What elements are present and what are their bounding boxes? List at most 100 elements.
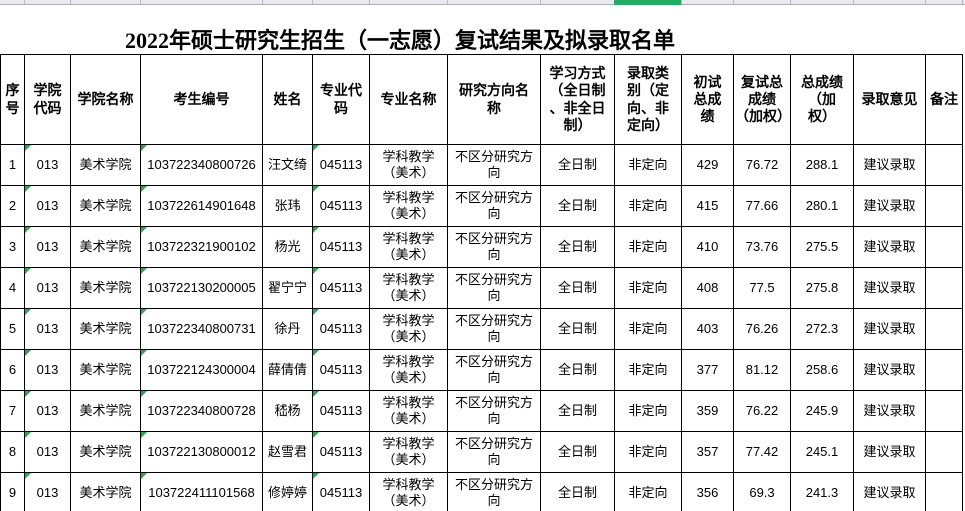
cell-college_name[interactable]: 美术学院 xyxy=(70,431,141,473)
cell-admission_opinion[interactable]: 建议录取 xyxy=(853,226,926,268)
cell-admission_opinion[interactable]: 建议录取 xyxy=(853,431,926,473)
cell-total_weighted[interactable]: 280.1 xyxy=(790,185,854,227)
cell-study_mode[interactable]: 全日制 xyxy=(540,267,615,309)
cell-initial_total[interactable]: 403 xyxy=(681,308,734,350)
cell-college_name[interactable]: 美术学院 xyxy=(70,267,141,309)
cell-retest_weighted[interactable]: 76.26 xyxy=(733,308,791,350)
cell-study_mode[interactable]: 全日制 xyxy=(540,431,615,473)
cell-admission_category[interactable]: 非定向 xyxy=(614,308,682,350)
cell-admission_opinion[interactable]: 建议录取 xyxy=(853,267,926,309)
cell-remark[interactable] xyxy=(925,226,963,268)
cell-retest_weighted[interactable]: 77.42 xyxy=(733,431,791,473)
cell-candidate_id[interactable]: 103722321900102 xyxy=(140,226,263,268)
cell-name[interactable]: 汪文绮 xyxy=(262,144,313,186)
cell-remark[interactable] xyxy=(925,185,963,227)
cell-college_code[interactable]: 013 xyxy=(24,267,71,309)
cell-total_weighted[interactable]: 275.5 xyxy=(790,226,854,268)
cell-admission_category[interactable]: 非定向 xyxy=(614,144,682,186)
cell-major_name[interactable]: 学科教学 （美术） xyxy=(369,308,448,350)
column-header-major_name[interactable]: 专业名称 xyxy=(369,54,448,145)
cell-name[interactable]: 修婷婷 xyxy=(262,472,313,511)
cell-admission_category[interactable]: 非定向 xyxy=(614,390,682,432)
column-header-admission_opinion[interactable]: 录取意见 xyxy=(853,54,926,145)
cell-initial_total[interactable]: 410 xyxy=(681,226,734,268)
cell-research_direction[interactable]: 不区分研究方向 xyxy=(447,226,541,268)
cell-college_code[interactable]: 013 xyxy=(24,144,71,186)
cell-major_name[interactable]: 学科教学 （美术） xyxy=(369,267,448,309)
cell-study_mode[interactable]: 全日制 xyxy=(540,185,615,227)
cell-index[interactable]: 6 xyxy=(0,349,25,391)
cell-study_mode[interactable]: 全日制 xyxy=(540,144,615,186)
cell-candidate_id[interactable]: 103722411101568 xyxy=(140,472,263,511)
cell-remark[interactable] xyxy=(925,308,963,350)
cell-retest_weighted[interactable]: 81.12 xyxy=(733,349,791,391)
cell-remark[interactable] xyxy=(925,431,963,473)
cell-initial_total[interactable]: 359 xyxy=(681,390,734,432)
cell-admission_opinion[interactable]: 建议录取 xyxy=(853,349,926,391)
cell-admission_category[interactable]: 非定向 xyxy=(614,472,682,511)
cell-admission_category[interactable]: 非定向 xyxy=(614,431,682,473)
cell-name[interactable]: 赵雪君 xyxy=(262,431,313,473)
cell-major_code[interactable]: 045113 xyxy=(312,226,370,268)
cell-index[interactable]: 3 xyxy=(0,226,25,268)
cell-major_code[interactable]: 045113 xyxy=(312,349,370,391)
column-header-research_direction[interactable]: 研究方向名 称 xyxy=(447,54,541,145)
cell-major_name[interactable]: 学科教学 （美术） xyxy=(369,226,448,268)
page-title[interactable]: 2022年硕士研究生招生（一志愿）复试结果及拟录取名单 xyxy=(124,27,675,53)
cell-admission_category[interactable]: 非定向 xyxy=(614,226,682,268)
cell-initial_total[interactable]: 377 xyxy=(681,349,734,391)
cell-remark[interactable] xyxy=(925,267,963,309)
cell-major_code[interactable]: 045113 xyxy=(312,267,370,309)
cell-admission_category[interactable]: 非定向 xyxy=(614,349,682,391)
cell-admission_category[interactable]: 非定向 xyxy=(614,267,682,309)
cell-admission_opinion[interactable]: 建议录取 xyxy=(853,144,926,186)
cell-remark[interactable] xyxy=(925,472,963,511)
cell-college_code[interactable]: 013 xyxy=(24,308,71,350)
cell-college_code[interactable]: 013 xyxy=(24,390,71,432)
cell-college_name[interactable]: 美术学院 xyxy=(70,185,141,227)
cell-name[interactable]: 张玮 xyxy=(262,185,313,227)
cell-candidate_id[interactable]: 103722130800012 xyxy=(140,431,263,473)
column-header-candidate_id[interactable]: 考生编号 xyxy=(140,54,263,145)
cell-total_weighted[interactable]: 275.8 xyxy=(790,267,854,309)
cell-admission_opinion[interactable]: 建议录取 xyxy=(853,185,926,227)
cell-admission_opinion[interactable]: 建议录取 xyxy=(853,390,926,432)
cell-research_direction[interactable]: 不区分研究方向 xyxy=(447,349,541,391)
cell-total_weighted[interactable]: 288.1 xyxy=(790,144,854,186)
cell-index[interactable]: 2 xyxy=(0,185,25,227)
cell-retest_weighted[interactable]: 76.72 xyxy=(733,144,791,186)
cell-research_direction[interactable]: 不区分研究方向 xyxy=(447,472,541,511)
cell-college_name[interactable]: 美术学院 xyxy=(70,472,141,511)
cell-candidate_id[interactable]: 103722614901648 xyxy=(140,185,263,227)
column-header-admission_category[interactable]: 录取类 别（定 向、非 定向） xyxy=(614,54,682,145)
cell-name[interactable]: 翟宁宁 xyxy=(262,267,313,309)
cell-name[interactable]: 徐丹 xyxy=(262,308,313,350)
cell-college_name[interactable]: 美术学院 xyxy=(70,308,141,350)
column-header-index[interactable]: 序 号 xyxy=(0,54,25,145)
column-header-college_name[interactable]: 学院名称 xyxy=(70,54,141,145)
column-header-major_code[interactable]: 专业代 码 xyxy=(312,54,370,145)
cell-major_name[interactable]: 学科教学 （美术） xyxy=(369,185,448,227)
cell-candidate_id[interactable]: 103722340800731 xyxy=(140,308,263,350)
cell-college_code[interactable]: 013 xyxy=(24,226,71,268)
cell-total_weighted[interactable]: 272.3 xyxy=(790,308,854,350)
cell-college_name[interactable]: 美术学院 xyxy=(70,226,141,268)
cell-major_code[interactable]: 045113 xyxy=(312,308,370,350)
cell-total_weighted[interactable]: 245.1 xyxy=(790,431,854,473)
cell-initial_total[interactable]: 356 xyxy=(681,472,734,511)
column-header-retest_weighted[interactable]: 复试总 成绩 （加权） xyxy=(733,54,791,145)
cell-retest_weighted[interactable]: 77.5 xyxy=(733,267,791,309)
cell-major_name[interactable]: 学科教学 （美术） xyxy=(369,472,448,511)
cell-index[interactable]: 5 xyxy=(0,308,25,350)
cell-total_weighted[interactable]: 241.3 xyxy=(790,472,854,511)
cell-retest_weighted[interactable]: 77.66 xyxy=(733,185,791,227)
cell-admission_category[interactable]: 非定向 xyxy=(614,185,682,227)
cell-college_name[interactable]: 美术学院 xyxy=(70,390,141,432)
cell-major_code[interactable]: 045113 xyxy=(312,431,370,473)
cell-initial_total[interactable]: 429 xyxy=(681,144,734,186)
cell-candidate_id[interactable]: 103722124300004 xyxy=(140,349,263,391)
cell-name[interactable]: 薛倩倩 xyxy=(262,349,313,391)
cell-study_mode[interactable]: 全日制 xyxy=(540,226,615,268)
column-header-name[interactable]: 姓名 xyxy=(262,54,313,145)
cell-candidate_id[interactable]: 103722340800726 xyxy=(140,144,263,186)
